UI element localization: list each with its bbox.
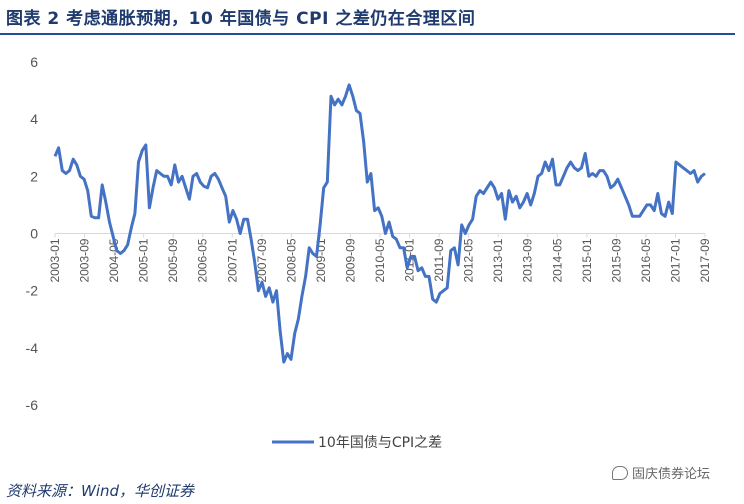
source-note: 资料来源：Wind，华创证券 (6, 482, 195, 500)
y-tick-label: -6 (26, 397, 39, 413)
series-line (53, 83, 706, 364)
x-tick-label: 2017-09 (698, 238, 712, 282)
x-tick-label: 2013-01 (491, 238, 505, 282)
figure-title: 图表 2 考虑通胀预期，10 年国债与 CPI 之差仍在合理区间 (6, 9, 476, 29)
x-tick-label: 2005-01 (137, 238, 151, 282)
x-tick-label: 2006-05 (196, 238, 210, 282)
x-tick-label: 2009-01 (314, 238, 328, 282)
x-tick-label: 2014-05 (550, 238, 564, 282)
x-tick-label: 2017-01 (668, 238, 682, 282)
x-tick-label: 2008-05 (284, 238, 298, 282)
x-tick-label: 2010-05 (373, 238, 387, 282)
plot-area (53, 83, 706, 364)
x-tick-label: 2013-09 (521, 238, 535, 282)
x-tick-label: 2007-09 (255, 238, 269, 282)
x-tick-label: 2015-09 (609, 238, 623, 282)
x-tick-label: 2003-09 (78, 238, 92, 282)
y-axis: 6 4 2 0 -2 -4 -6 (26, 54, 39, 413)
y-tick-label: -4 (26, 340, 39, 356)
y-tick-label: 2 (30, 168, 38, 184)
legend-label: 10年国债与CPI之差 (318, 435, 442, 451)
y-tick-label: 4 (30, 111, 38, 127)
x-tick-label: 2016-05 (639, 238, 653, 282)
title-rule (0, 33, 735, 35)
watermark: 固庆债券论坛 (612, 463, 710, 482)
watermark-text: 固庆债券论坛 (632, 467, 711, 482)
x-tick-label: 2009-09 (343, 238, 357, 282)
x-tick-label: 2011-09 (432, 238, 446, 281)
chat-bubble-icon (612, 465, 628, 480)
x-tick-label: 2015-01 (580, 238, 594, 282)
x-tick-label: 2012-05 (462, 238, 476, 282)
legend: 10年国债与CPI之差 (272, 435, 442, 451)
y-tick-label: -2 (26, 283, 39, 299)
x-tick-label: 2005-09 (166, 238, 180, 282)
y-tick-label: 6 (30, 54, 38, 70)
y-tick-label: 0 (30, 226, 38, 242)
x-tick-label: 2003-01 (48, 238, 62, 282)
x-tick-label: 2007-01 (225, 238, 239, 282)
x-axis: 2003-01 2003-09 2004-05 2005-01 2005-09 2006-… (48, 233, 712, 283)
